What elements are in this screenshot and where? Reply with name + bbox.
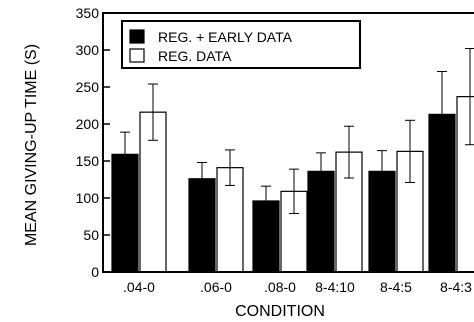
y-tick-label: 200 <box>76 116 100 132</box>
y-tick-label: 50 <box>83 227 99 243</box>
bar-reg-5 <box>456 96 474 273</box>
x-tick-label: .04-0 <box>123 279 155 295</box>
y-axis-title: MEAN GIVING-UP TIME (S) <box>23 44 40 246</box>
legend-label-reg: REG. DATA <box>158 48 232 64</box>
y-tick-label: 0 <box>91 264 99 280</box>
bars-layer <box>111 48 474 273</box>
x-tick-label: 8-4:5 <box>380 279 412 295</box>
x-tick-label: .06-0 <box>200 279 232 295</box>
x-tick-label: .08-0 <box>264 279 296 295</box>
x-tick-label: 8-4:3 <box>440 279 472 295</box>
y-tick-label: 100 <box>76 190 100 206</box>
legend: REG. + EARLY DATA REG. DATA <box>121 20 361 69</box>
legend-swatch-reg-early <box>129 29 145 44</box>
y-tick-label: 250 <box>76 79 100 95</box>
legend-box <box>121 20 361 69</box>
legend-swatch-reg <box>129 48 145 63</box>
x-axis-title: CONDITION <box>235 303 325 320</box>
x-tick-label: 8-4:10 <box>315 279 355 295</box>
legend-label-reg-early: REG. + EARLY DATA <box>158 29 293 45</box>
axes-layer <box>102 12 474 273</box>
y-tick-label: 350 <box>76 5 100 21</box>
x-tick-labels: .04-0 .06-0 .08-0 8-4:10 8-4:5 8-4:3 <box>123 279 472 295</box>
y-tick-label: 150 <box>76 153 100 169</box>
plot-frame <box>102 12 474 273</box>
y-ticks: 0 50 100 150 200 250 300 350 <box>76 5 110 280</box>
y-tick-label: 300 <box>76 42 100 58</box>
